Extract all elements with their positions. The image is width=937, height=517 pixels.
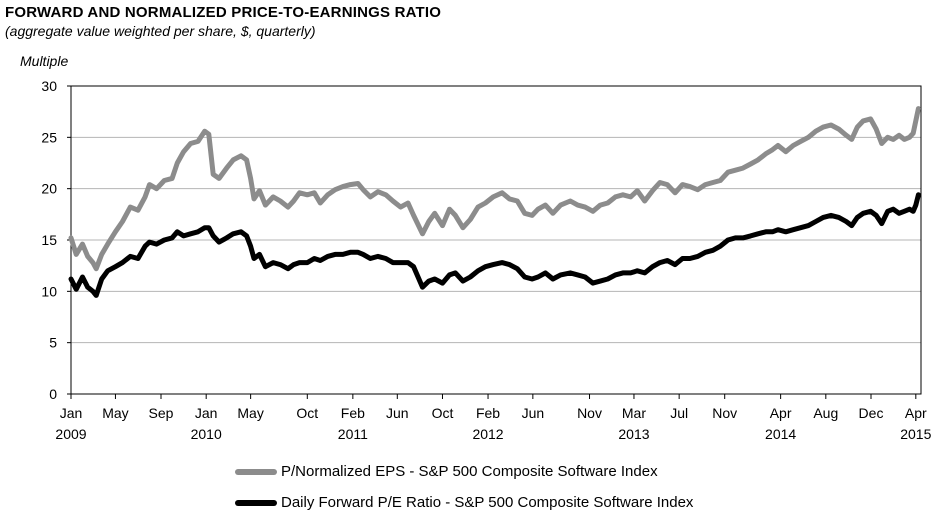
y-tick-label-25: 25 xyxy=(41,129,57,145)
y-tick-label-30: 30 xyxy=(41,78,57,94)
legend-item-forward: Daily Forward P/E Ratio - S&P 500 Compos… xyxy=(235,494,693,511)
x-tick-label-11: Nov xyxy=(577,405,602,421)
x-tick-year-15: 2014 xyxy=(765,426,796,442)
y-tick-label-15: 15 xyxy=(41,232,57,248)
y-tick-label-20: 20 xyxy=(41,181,57,197)
grid-lines xyxy=(71,85,921,344)
series-line-1 xyxy=(68,192,921,298)
x-tick-label-13: Jul xyxy=(670,405,688,421)
legend-label-normalized: P/Normalized EPS - S&P 500 Composite Sof… xyxy=(281,463,658,480)
x-tick-label-17: Dec xyxy=(859,405,884,421)
y-tick-label-0: 0 xyxy=(49,386,57,402)
x-tick-label-3: Jan xyxy=(195,405,218,421)
x-tick-year-18: 2015 xyxy=(900,426,931,442)
legend-label-forward: Daily Forward P/E Ratio - S&P 500 Compos… xyxy=(281,494,694,511)
y-tick-label-10: 10 xyxy=(41,283,57,299)
legend-swatch-forward xyxy=(235,499,277,506)
y-tick-label-5: 5 xyxy=(49,335,57,351)
x-tick-label-15: Apr xyxy=(770,405,792,421)
x-tick-label-10: Jun xyxy=(522,405,545,421)
x-tick-label-0: Jan xyxy=(60,405,83,421)
x-tick-label-4: May xyxy=(237,405,263,421)
series-line-0 xyxy=(68,106,921,272)
x-tick-year-9: 2012 xyxy=(472,426,503,442)
legend-item-normalized: P/Normalized EPS - S&P 500 Composite Sof… xyxy=(235,463,658,480)
series-lines xyxy=(68,106,921,298)
x-tick-label-7: Jun xyxy=(386,405,409,421)
x-tick-year-12: 2013 xyxy=(618,426,649,442)
x-tick-label-1: May xyxy=(102,405,128,421)
x-tick-year-0: 2009 xyxy=(55,426,86,442)
x-tick-label-8: Oct xyxy=(432,405,454,421)
x-tick-year-6: 2011 xyxy=(338,426,368,442)
x-tick-label-18: Apr xyxy=(905,405,927,421)
x-tick-label-16: Aug xyxy=(813,405,838,421)
x-tick-label-2: Sep xyxy=(149,405,174,421)
x-tick-label-12: Mar xyxy=(622,405,646,421)
x-tick-label-9: Feb xyxy=(476,405,500,421)
x-tick-year-3: 2010 xyxy=(191,426,222,442)
legend-swatch-normalized xyxy=(235,468,277,475)
chart-title: FORWARD AND NORMALIZED PRICE-TO-EARNINGS… xyxy=(5,4,442,21)
y-axis-label: Multiple xyxy=(20,53,69,69)
x-tick-label-5: Oct xyxy=(296,405,318,421)
tick-labels: 0 5 10 15 20 25 30 Jan 2009 May Sep Jan 2010 May Oct Fe… xyxy=(41,78,931,442)
chart-subtitle: (aggregate value weighted per share, $, … xyxy=(5,23,316,39)
x-tick-label-14: Nov xyxy=(712,405,737,421)
x-tick-label-6: Feb xyxy=(341,405,365,421)
axes xyxy=(67,85,922,399)
